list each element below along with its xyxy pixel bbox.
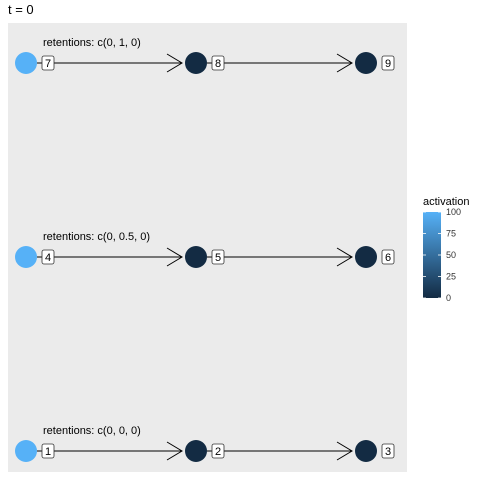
node-label: 4	[45, 252, 51, 264]
node-label: 5	[215, 252, 221, 264]
edge-7-to-8	[37, 53, 183, 73]
edge-2-to-3	[207, 441, 353, 461]
arrow-head	[166, 53, 183, 73]
plot-title: t = 0	[8, 2, 34, 17]
arrow-head	[336, 441, 353, 461]
nodes-layer	[15, 52, 377, 462]
arrow-head	[336, 247, 353, 267]
arrow-head	[166, 247, 183, 267]
node-label: 1	[45, 446, 51, 458]
legend-tick-label: 50	[446, 250, 456, 260]
node-label: 9	[385, 58, 391, 70]
node-label: 2	[215, 446, 221, 458]
node-6	[355, 246, 377, 268]
node-label-box	[41, 249, 55, 265]
edge-4-to-5	[37, 247, 183, 267]
node-label-box	[381, 55, 395, 71]
legend-tick-label: 25	[446, 272, 456, 282]
edges-layer	[37, 53, 353, 461]
node-label-box	[381, 443, 395, 459]
legend-title: activation	[423, 196, 469, 208]
retention-label: retentions: c(0, 0.5, 0)	[43, 231, 150, 243]
node-label-box	[41, 55, 55, 71]
node-5	[185, 246, 207, 268]
legend-tick-label: 75	[446, 229, 456, 239]
retention-label: retentions: c(0, 1, 0)	[43, 37, 141, 49]
node-label-box	[211, 55, 225, 71]
node-8	[185, 52, 207, 74]
arrow-head	[166, 441, 183, 461]
node-label: 6	[385, 252, 391, 264]
retention-label: retentions: c(0, 0, 0)	[43, 425, 141, 437]
node-1	[15, 440, 37, 462]
node-label-box	[41, 443, 55, 459]
edge-8-to-9	[207, 53, 353, 73]
node-7	[15, 52, 37, 74]
legend-tick-label: 100	[446, 207, 461, 217]
colorbar	[423, 212, 441, 298]
node-label-box	[381, 249, 395, 265]
node-9	[355, 52, 377, 74]
node-label: 3	[385, 446, 391, 458]
node-label: 8	[215, 58, 221, 70]
node-label-box	[211, 249, 225, 265]
labels-layer: retentions: c(0, 1, 0) 7 8 9 retentions: c(0…	[41, 37, 395, 459]
node-4	[15, 246, 37, 268]
edge-5-to-6	[207, 247, 353, 267]
node-3	[355, 440, 377, 462]
node-label: 7	[45, 58, 51, 70]
node-label-box	[211, 443, 225, 459]
node-2	[185, 440, 207, 462]
arrow-head	[336, 53, 353, 73]
edge-1-to-2	[37, 441, 183, 461]
legend-tick-label: 0	[446, 293, 451, 303]
plot-panel	[8, 23, 407, 472]
